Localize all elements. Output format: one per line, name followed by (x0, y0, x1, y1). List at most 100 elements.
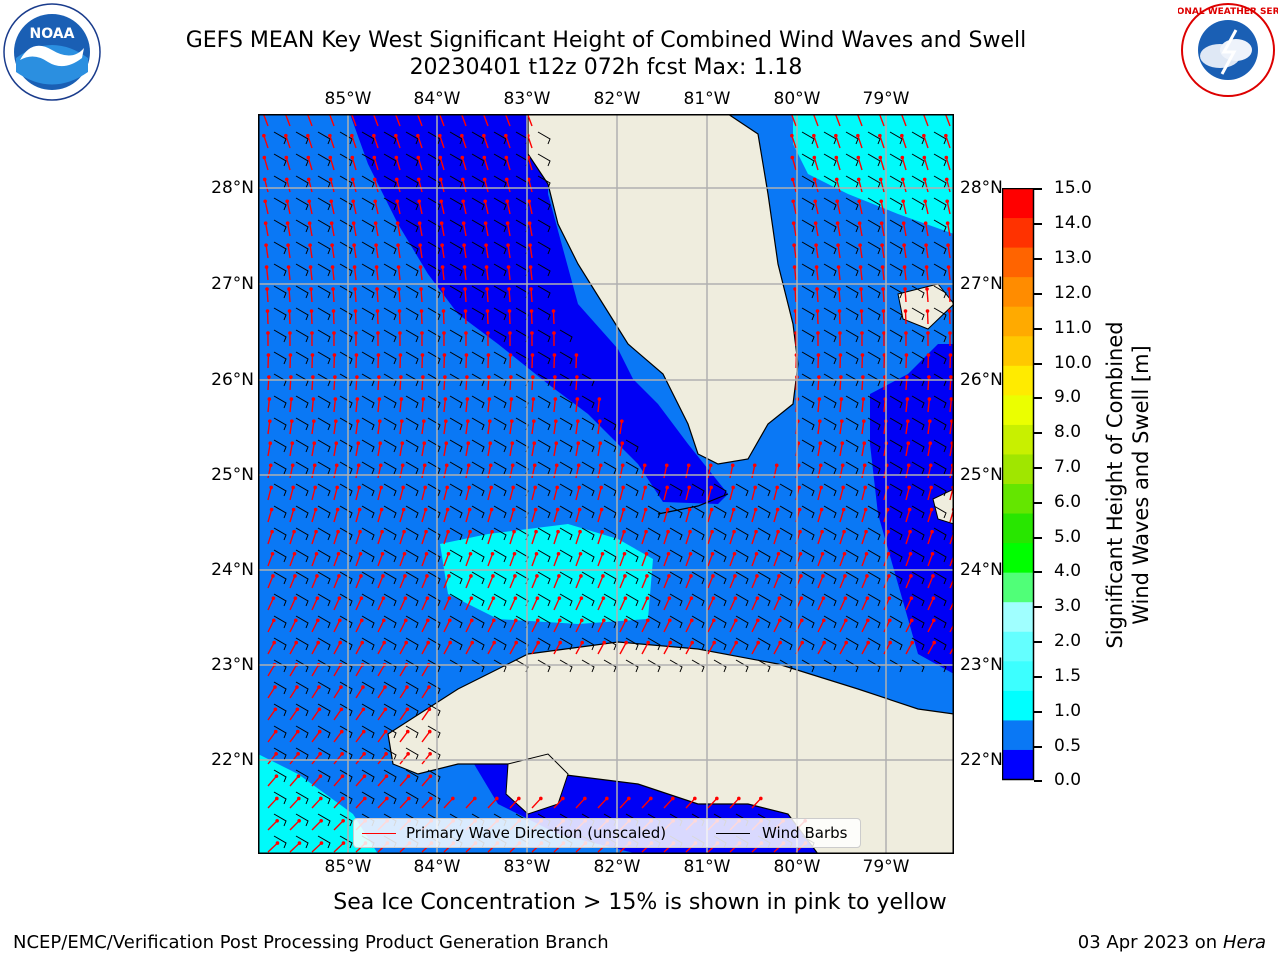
wave-arrow-head (469, 596, 474, 600)
wave-arrow-head (422, 463, 427, 468)
wave-direction-arrow (355, 664, 364, 677)
wave-direction-arrow (946, 179, 951, 193)
wind-barb (911, 659, 925, 673)
wave-arrow-head (734, 640, 738, 645)
wave-direction-arrow (487, 465, 492, 479)
wave-arrow-head (688, 552, 693, 556)
wave-arrow-head (421, 397, 426, 401)
wind-barb (823, 527, 837, 541)
wind-barb (911, 351, 925, 365)
wind-barb (449, 571, 463, 585)
wave-arrow-head (578, 529, 582, 534)
wave-direction-arrow (399, 465, 404, 479)
wind-barb (713, 571, 727, 585)
wind-barb (339, 307, 353, 321)
wave-direction-arrow (553, 797, 564, 809)
lon-bottom-label: 83°W (503, 857, 551, 877)
wave-direction-arrow (399, 376, 402, 391)
wave-arrow-head (383, 685, 387, 689)
wave-direction-arrow (441, 245, 445, 259)
wind-barb (295, 461, 309, 475)
wave-arrow-head (901, 221, 906, 226)
wind-barb (405, 527, 419, 541)
title-line-1: GEFS MEAN Key West Significant Height of… (185, 28, 1027, 53)
wave-arrow-head (421, 375, 425, 379)
wave-direction-arrow (927, 597, 934, 611)
wind-barb (669, 549, 683, 563)
wind-barb (339, 593, 353, 607)
wave-direction-arrow (663, 553, 670, 567)
wind-barb (691, 571, 705, 585)
wind-barb (427, 285, 441, 299)
colorbar-segment (1002, 217, 1034, 248)
wave-direction-arrow (528, 223, 533, 237)
wave-arrow-head (817, 397, 822, 401)
wind-barb (471, 219, 485, 233)
wave-direction-arrow (946, 223, 951, 237)
wave-arrow-head (665, 485, 669, 490)
footer-host: Hera (1222, 932, 1266, 953)
wind-barb (537, 461, 551, 475)
wave-direction-arrow (484, 223, 489, 237)
wind-barb (911, 285, 925, 299)
wave-arrow-head (777, 618, 782, 623)
wave-arrow-head (427, 729, 432, 734)
wind-barb (493, 549, 507, 563)
wind-barb (537, 505, 551, 519)
wave-arrow-head (865, 618, 870, 623)
wave-arrow-head (527, 199, 532, 204)
nws-logo-text: NATIONAL WEATHER SERVICE (1178, 7, 1278, 17)
wind-barb (801, 241, 815, 255)
wave-arrow-head (288, 353, 293, 357)
wave-direction-arrow (465, 421, 469, 435)
wave-arrow-head (578, 552, 583, 556)
wave-arrow-head (556, 552, 561, 556)
wind-barb (449, 373, 463, 387)
wave-arrow-head (402, 552, 407, 556)
wave-arrow-head (812, 133, 816, 138)
wind-barb (867, 505, 881, 519)
wind-barb (735, 571, 749, 585)
wind-barb (647, 659, 661, 673)
wind-barb (845, 307, 859, 321)
wave-arrow-head (902, 265, 907, 269)
wave-arrow-head (438, 133, 442, 138)
wave-direction-arrow (791, 135, 797, 149)
wave-arrow-head (924, 265, 929, 269)
wave-direction-arrow (839, 642, 847, 655)
wind-barb (713, 527, 727, 541)
wave-arrow-head (513, 574, 517, 578)
wave-direction-arrow (553, 465, 558, 479)
wave-arrow-head (341, 841, 346, 845)
wave-arrow-head (462, 243, 466, 247)
wave-arrow-head (878, 155, 883, 160)
wind-barb (471, 241, 485, 255)
wave-direction-arrow (597, 421, 601, 435)
lat-left-label: 22°N (211, 750, 254, 770)
wind-barb (449, 395, 463, 409)
wave-direction-arrow (922, 114, 929, 127)
wave-direction-arrow (817, 642, 825, 655)
wave-direction-arrow (531, 398, 535, 413)
wind-barb (757, 483, 771, 497)
wave-direction-arrow (817, 553, 824, 567)
wind-barb (823, 197, 837, 211)
wind-barb (383, 329, 397, 343)
wind-barb (339, 175, 353, 189)
wave-arrow-head (862, 441, 867, 445)
wave-direction-arrow (905, 642, 913, 655)
wave-direction-arrow (355, 597, 362, 611)
wave-arrow-head (856, 155, 861, 160)
wave-direction-arrow (815, 267, 819, 281)
wind-barb (933, 417, 947, 431)
wind-barb (889, 175, 903, 189)
wave-direction-arrow (419, 245, 423, 259)
wind-barb (405, 285, 419, 299)
wind-barb (273, 329, 287, 343)
wave-arrow-head (664, 463, 669, 468)
wave-direction-arrow (751, 597, 758, 611)
wave-arrow-head (709, 485, 713, 490)
wave-direction-arrow (267, 398, 271, 413)
wind-barb (845, 483, 859, 497)
wave-arrow-head (555, 507, 560, 512)
